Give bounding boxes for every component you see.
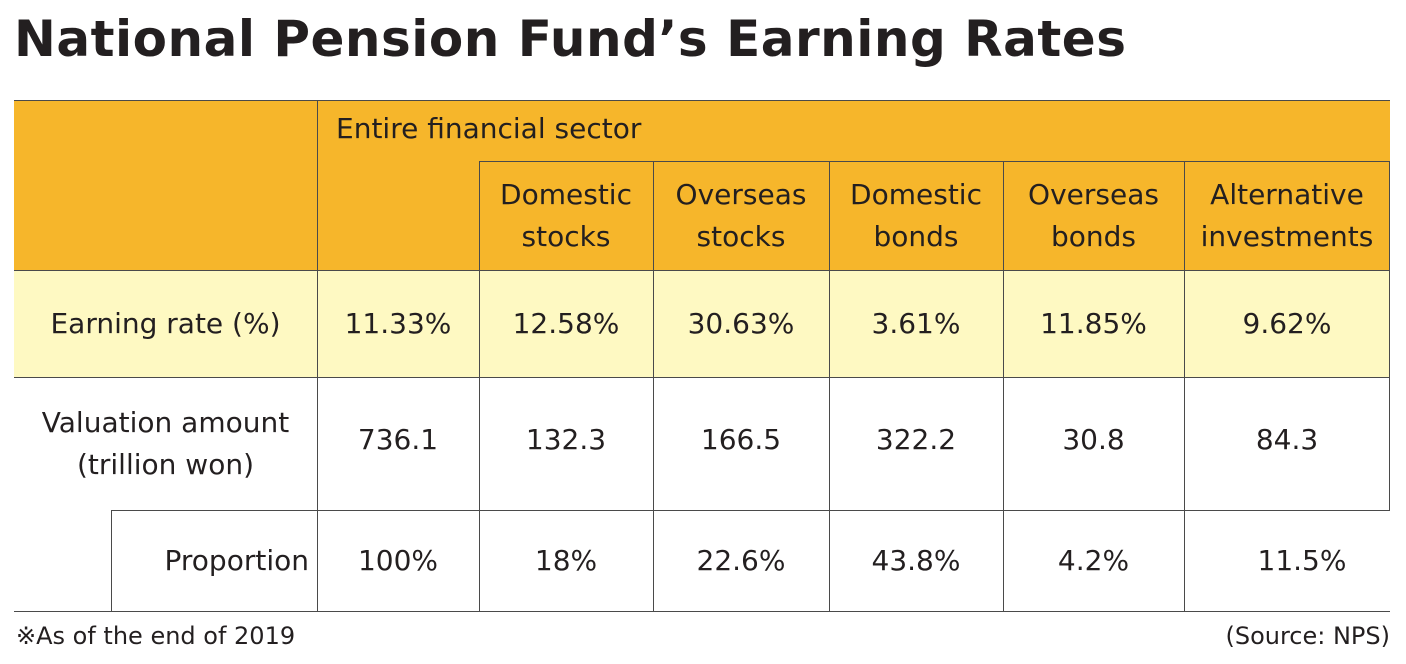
proportion-total: 100% [357, 544, 439, 577]
earning-rate-overseas-stocks: 30.63% [687, 306, 795, 340]
rule-under-group-header [479, 161, 1390, 162]
valuation-domestic-bonds: 322.2 [875, 422, 957, 456]
row-label-line: Valuation amount [41, 405, 290, 439]
column-divider [317, 100, 318, 612]
rule-top [14, 100, 1390, 101]
column-header-line: Domestic [500, 178, 632, 211]
proportion-alternative-investments: 11.5% [1257, 544, 1347, 577]
column-header-line: Domestic [850, 178, 982, 211]
valuation-overseas-stocks: 166.5 [700, 422, 782, 456]
earning-rate-alternative-investments: 9.62% [1242, 306, 1332, 340]
proportion-domestic-stocks: 18% [534, 544, 598, 577]
row-label-valuation-amount: Valuation amount (trillion won) [14, 377, 317, 510]
row-label-earning-rate: Earning rate (%) [50, 306, 281, 340]
column-header-line: Overseas [1028, 178, 1159, 211]
source-note: (Source: NPS) [1225, 622, 1390, 650]
column-header-domestic-bonds: Domestic bonds [829, 162, 1003, 270]
proportion-indent-divider [111, 510, 112, 612]
column-header-line: investments [1200, 220, 1374, 253]
row-label-proportion: Proportion [164, 544, 309, 577]
column-divider [1184, 161, 1185, 612]
proportion-overseas-bonds: 4.2% [1057, 544, 1130, 577]
column-header-overseas-stocks: Overseas stocks [653, 162, 829, 270]
proportion-overseas-stocks: 22.6% [696, 544, 786, 577]
valuation-domestic-stocks: 132.3 [525, 422, 607, 456]
rule-under-column-headers [14, 270, 1390, 271]
column-header-line: stocks [696, 220, 786, 253]
column-divider [1389, 161, 1390, 510]
valuation-alternative-investments: 84.3 [1255, 422, 1319, 456]
rule-under-earning-rate [14, 377, 1390, 378]
column-header-line: bonds [1050, 220, 1136, 253]
column-header-line: bonds [873, 220, 959, 253]
page-title: National Pension Fund’s Earning Rates [14, 10, 1127, 68]
earning-rates-table: Entire financial sector Domestic stocks O… [14, 100, 1390, 612]
column-header-line: Overseas [675, 178, 807, 211]
column-header-overseas-bonds: Overseas bonds [1003, 162, 1184, 270]
earning-rate-domestic-stocks: 12.58% [512, 306, 620, 340]
valuation-overseas-bonds: 30.8 [1062, 422, 1125, 456]
footnote: ※As of the end of 2019 [16, 622, 296, 650]
column-divider [829, 161, 830, 612]
proportion-domestic-bonds: 43.8% [871, 544, 961, 577]
row-label-line: (trillion won) [76, 447, 254, 481]
column-header-line: Alternative [1210, 178, 1364, 211]
earning-rate-domestic-bonds: 3.61% [871, 306, 961, 340]
column-divider [1003, 161, 1004, 612]
column-header-domestic-stocks: Domestic stocks [479, 162, 653, 270]
column-header-alternative-investments: Alternative investments [1184, 162, 1390, 270]
rule-under-valuation [111, 510, 1390, 511]
earning-rate-overseas-bonds: 11.85% [1040, 306, 1147, 340]
header-background [14, 100, 1390, 270]
column-header-line: stocks [521, 220, 611, 253]
group-header-entire-financial-sector: Entire financial sector [336, 112, 642, 145]
rule-bottom [14, 611, 1390, 612]
column-divider [653, 161, 654, 612]
earning-rate-total: 11.33% [344, 306, 452, 340]
earning-rate-row-background [14, 270, 1390, 377]
column-divider [479, 161, 480, 612]
valuation-total: 736.1 [357, 422, 439, 456]
